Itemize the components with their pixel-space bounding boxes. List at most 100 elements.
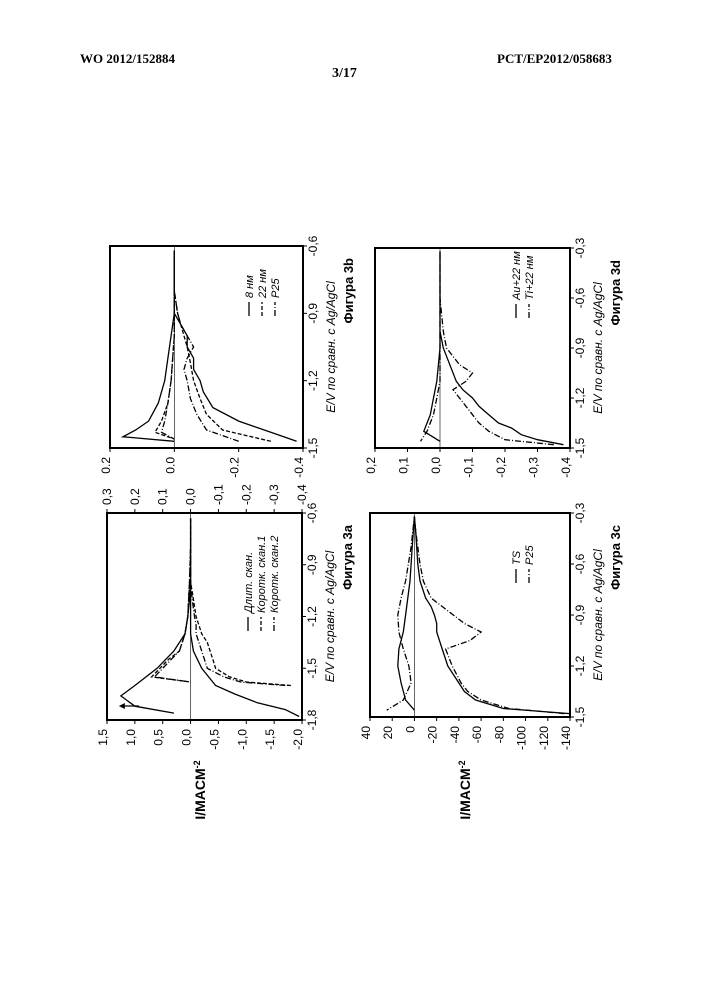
y-tick-label: -0,2	[494, 457, 508, 478]
x-tick-label: -1,2	[305, 606, 319, 627]
y-tick-label: -0.4	[292, 457, 306, 478]
y-tick-label: 1,0	[124, 729, 138, 746]
plot-frame	[369, 512, 571, 718]
y-tick-label: 1,5	[96, 729, 110, 746]
y-tick-label: -1,5	[263, 729, 277, 750]
chart-3d: -1,5 -1,2 -0,9 -0,6 -0,3 E/V по сравн. с Ag/A…	[364, 237, 623, 477]
legend: Au+22 нм Ti+22 нм	[511, 251, 536, 318]
arrow-head	[118, 703, 125, 709]
figure-caption: Фигура 3c	[608, 525, 623, 590]
y2-tick-label: -0,2	[239, 484, 253, 505]
x-tick-label: -1,5	[305, 658, 319, 679]
y-tick-label: -1,0	[235, 729, 249, 750]
y2-tick-label: 0,1	[156, 488, 170, 505]
x-tick-label: -1,5	[573, 706, 587, 727]
figure-caption: Фигура 3b	[341, 258, 356, 324]
plot-frame	[374, 247, 571, 449]
legend-label-2: Коротк. скан.1	[256, 536, 268, 613]
y-tick-label: 0	[403, 726, 417, 733]
series-line-1	[422, 251, 564, 446]
x-tick-label: -1,5	[573, 437, 587, 458]
y-tick-label: 20	[381, 726, 395, 740]
y-tick-label: -120	[537, 726, 551, 750]
legend-label-1: Au+22 нм	[511, 251, 523, 301]
x-axis-label: E/V по сравн. с Ag/AgCl	[591, 282, 605, 414]
legend-label-2: 22 нм	[257, 269, 269, 299]
y-tick-label: 0,2	[364, 457, 378, 474]
y-tick-label: 0.2	[99, 457, 113, 474]
legend-label-2: P25	[524, 545, 536, 565]
series-line-3	[160, 250, 239, 442]
x-tick-label: -0,3	[573, 502, 587, 523]
y-tick-label: -0,1	[462, 457, 476, 478]
header-left: WO 2012/152884	[80, 51, 175, 66]
x-tick-label: -1,2	[306, 370, 320, 391]
chart-3b: -1,5 -1,2 -0,9 -0,6 E/V по сравн. с Ag/AgCl 0…	[99, 235, 356, 477]
y-tick-label: -100	[515, 726, 529, 750]
x-axis-label: E/V по сравн. с Ag/AgCl	[323, 550, 337, 682]
x-tick-label: -1,2	[573, 387, 587, 408]
y-tick-label: -20	[426, 726, 440, 744]
plot-frame	[109, 245, 304, 449]
y-tick-label: -0,5	[207, 729, 221, 750]
chart-3c: -1,5 -1,2 -0,9 -0,6 -0,3 E/V по сравн. с Ag/A…	[359, 502, 623, 750]
legend-label-3: P25	[270, 278, 282, 298]
series-line-2	[386, 516, 565, 715]
x-tick-label: -1,8	[305, 709, 319, 730]
y-tick-label: 40	[359, 726, 373, 740]
x-axis-label: E/V по сравн. с Ag/AgCl	[324, 281, 338, 413]
series-line-2	[419, 251, 554, 446]
x-tick-label: -1,2	[573, 655, 587, 676]
y-axis-title-2: I/MACM-2	[457, 760, 473, 819]
x-tick-label: -0,6	[306, 235, 320, 256]
x-tick-label: -0,9	[305, 554, 319, 575]
y2-tick-label: 0,2	[128, 488, 142, 505]
y-tick-label: -0,4	[559, 457, 573, 478]
y2-tick-label: -0,1	[211, 484, 225, 505]
y-tick-label: -0.2	[228, 457, 242, 478]
page-number: 3/17	[332, 66, 357, 81]
y2-tick-label: 0,3	[100, 488, 114, 505]
legend-label-1: Длит. скан.	[243, 552, 255, 615]
series-line-2	[154, 250, 271, 442]
y2-tick-label: -0,4	[295, 484, 309, 505]
figure-caption: Фигура 3a	[340, 524, 355, 590]
x-tick-label: -0,3	[573, 237, 587, 258]
x-axis-label: E/V по сравн. с Ag/AgCl	[591, 549, 605, 681]
legend: TS P25	[511, 545, 536, 583]
x-tick-label: -0,6	[573, 553, 587, 574]
legend-label-2: Ti+22 нм	[524, 255, 536, 300]
y-tick-label: -80	[492, 726, 506, 744]
y-axis-title-1: I/MACM-2	[192, 760, 208, 819]
y-tick-label: -140	[559, 726, 573, 750]
y-tick-label: -0,3	[527, 457, 541, 478]
y2-tick-label: -0,3	[267, 484, 281, 505]
y-tick-label: 0.0	[163, 457, 177, 474]
chart-3a: -1,8 -1,5 -1,2 -0,9 -0,6 E/V по сравн. с Ag/A…	[96, 484, 355, 750]
legend: 8 нм 22 нм P25	[244, 269, 282, 316]
y-tick-label: -40	[448, 726, 462, 744]
series-line-3	[153, 518, 286, 687]
legend: Длит. скан. Коротк. скан.1 Коротк. скан.2	[243, 536, 281, 631]
x-tick-label: -0,9	[573, 337, 587, 358]
legend-label-3: Коротк. скан.2	[269, 536, 281, 613]
y-tick-label: -60	[470, 726, 484, 744]
y-tick-label: -2,0	[291, 729, 305, 750]
legend-label-1: TS	[511, 550, 523, 565]
y2-tick-label: 0,0	[184, 488, 198, 505]
y-axis-title-sup: -2	[192, 760, 202, 768]
header-right: PCT/EP2012/058683	[497, 51, 612, 66]
y-tick-label: 0,0	[180, 729, 194, 746]
figure-caption: Фигура 3d	[608, 260, 623, 326]
x-tick-label: -0,6	[573, 287, 587, 308]
y-tick-label: 0,5	[152, 729, 166, 746]
x-tick-label: -1,5	[306, 437, 320, 458]
series-line-1	[397, 516, 571, 715]
x-tick-label: -0,9	[573, 604, 587, 625]
legend-label-1: 8 нм	[244, 275, 256, 298]
x-tick-label: -0,9	[306, 303, 320, 324]
y-axis-title-sup: -2	[457, 760, 467, 768]
y-tick-label: 0,0	[429, 457, 443, 474]
y-tick-label: 0,1	[397, 457, 411, 474]
